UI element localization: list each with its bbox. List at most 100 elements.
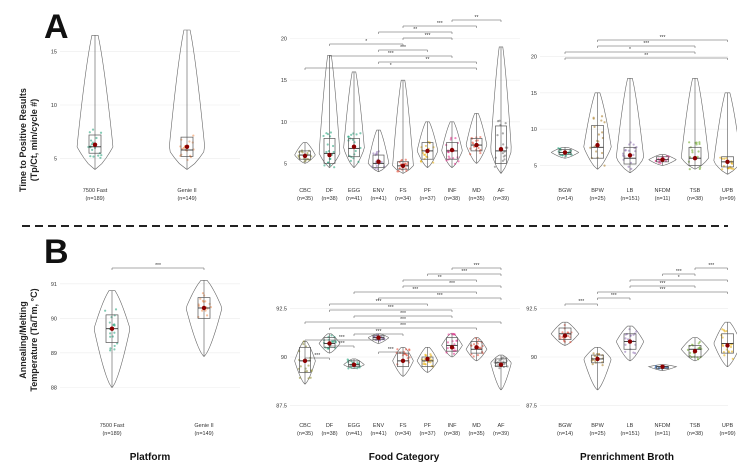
data-point <box>350 366 353 369</box>
x-tick-name: DF <box>326 423 334 429</box>
data-point <box>301 151 304 154</box>
data-point <box>601 131 604 134</box>
data-point <box>502 356 505 359</box>
data-point <box>429 361 432 364</box>
data-point <box>691 149 694 152</box>
x-tick-count: (n=14) <box>557 431 573 437</box>
significance-label: ** <box>413 27 417 33</box>
violin <box>185 280 223 357</box>
data-point <box>561 331 564 334</box>
data-point <box>99 131 103 134</box>
data-point <box>407 361 411 364</box>
data-point <box>90 139 93 142</box>
significance-label: *** <box>400 317 406 323</box>
significance-bracket <box>564 303 598 306</box>
x-tick-name: EGG <box>348 188 360 194</box>
mean-marker <box>725 343 730 348</box>
x-tick-count: (n=25) <box>589 196 605 202</box>
data-point <box>405 354 409 357</box>
x-tick-count: (n=41) <box>346 431 362 437</box>
data-point <box>346 358 349 361</box>
data-point <box>504 122 507 125</box>
violin <box>648 154 677 166</box>
data-point <box>377 150 380 153</box>
data-point <box>457 160 460 163</box>
data-point <box>380 160 383 164</box>
data-point <box>310 369 313 373</box>
data-point <box>424 353 427 356</box>
significance-bracket <box>329 345 355 348</box>
significance-label: ** <box>438 275 442 281</box>
mean-marker <box>376 335 381 340</box>
data-point <box>376 167 379 171</box>
data-point <box>659 162 662 165</box>
data-point <box>109 349 112 352</box>
mean-marker <box>474 345 479 350</box>
data-point <box>201 292 205 295</box>
data-point <box>307 377 310 380</box>
data-point <box>104 309 107 312</box>
data-point <box>353 153 356 156</box>
data-point <box>624 148 627 152</box>
data-point <box>347 367 350 370</box>
x-tick-name: EGG <box>348 423 360 429</box>
data-point <box>91 128 95 131</box>
data-point <box>501 132 504 135</box>
data-point <box>474 337 478 340</box>
violin <box>318 333 341 354</box>
significance-bracket <box>564 51 696 54</box>
data-point <box>595 150 598 153</box>
data-point <box>633 352 637 355</box>
significance-label: *** <box>412 287 418 293</box>
violin <box>416 347 439 373</box>
data-point <box>729 345 733 349</box>
significance-bracket <box>378 351 404 354</box>
data-point <box>454 136 457 140</box>
data-point <box>629 161 632 164</box>
x-tick-name: AF <box>497 423 505 429</box>
x-tick-label: LB (n=151) <box>620 423 639 437</box>
box <box>180 136 194 157</box>
data-point <box>351 138 355 141</box>
box <box>446 337 458 352</box>
violin <box>465 113 488 164</box>
data-point <box>697 358 700 361</box>
box <box>299 346 311 373</box>
subplot-b-prenrichment-broth: 87.5 90 92.5 BGW (n=14) BPW (n=25) LB (n=151) NFD… <box>526 263 737 437</box>
data-point <box>322 134 325 138</box>
x-tick-name: ENV <box>373 423 385 429</box>
significance-label: *** <box>643 41 649 47</box>
data-point <box>299 365 302 368</box>
data-point <box>309 376 312 379</box>
violin <box>550 147 580 159</box>
x-tick-label: FS (n=34) <box>395 423 411 437</box>
x-tick-count: (n=35) <box>468 431 484 437</box>
data-point <box>109 332 112 335</box>
mean-marker <box>327 152 332 158</box>
significance-label: *** <box>437 293 443 299</box>
violin <box>441 333 463 358</box>
data-point <box>300 149 304 152</box>
data-point <box>632 153 635 156</box>
x-tick-label: 7500 Fast (n=189) <box>100 423 125 437</box>
data-point <box>302 342 305 346</box>
violin <box>713 92 737 175</box>
data-point <box>331 144 335 148</box>
data-point <box>109 335 112 338</box>
significance-bracket <box>304 357 330 360</box>
x-tick-name: LB <box>627 188 634 194</box>
significance-bracket <box>329 327 477 330</box>
x-tick-count: (n=11) <box>655 196 671 202</box>
data-point <box>691 151 694 154</box>
mean-marker <box>400 358 406 364</box>
data-point <box>470 353 473 356</box>
data-point <box>419 159 422 163</box>
violin <box>713 321 737 367</box>
significance-bracket <box>662 273 696 276</box>
data-point <box>113 331 116 334</box>
data-point <box>476 342 479 345</box>
significance-label: *** <box>376 299 382 305</box>
x-tick-name: AF <box>497 188 505 194</box>
x-tick-count: (n=41) <box>370 196 386 202</box>
y-tick-label: 20 <box>281 37 287 43</box>
